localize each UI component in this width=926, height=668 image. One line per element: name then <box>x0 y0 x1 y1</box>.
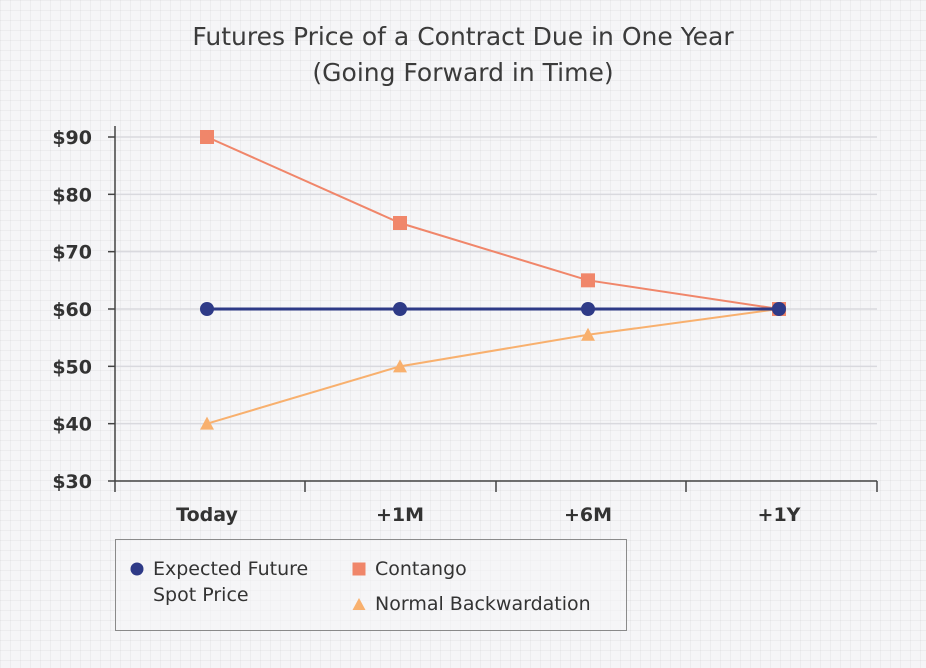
y-tick-label: $40 <box>52 414 92 436</box>
data-point-circle <box>772 302 786 316</box>
y-tick-label: $70 <box>52 242 92 264</box>
axes <box>114 126 877 482</box>
data-point-circle <box>200 302 214 316</box>
series-line <box>206 308 780 425</box>
x-tick-label: +6M <box>564 504 612 526</box>
data-point-square <box>200 130 214 144</box>
y-tick-label: $80 <box>52 184 92 206</box>
legend: Expected Future Spot Price Contango Norm… <box>115 539 627 631</box>
y-tick-label: $60 <box>52 299 92 321</box>
legend-square-icon <box>352 562 366 576</box>
legend-label-normal-backwardation: Normal Backwardation <box>375 593 591 615</box>
y-tick-label: $30 <box>52 471 92 493</box>
x-axis-ticks: Today +1M +6M +1Y <box>114 481 878 526</box>
data-point-square <box>393 216 407 230</box>
data-point-circle <box>581 302 595 316</box>
x-tick-label: +1Y <box>758 504 801 526</box>
x-tick-label: +1M <box>376 504 424 526</box>
series-square <box>200 130 786 316</box>
series-triangle <box>200 302 786 430</box>
y-axis-ticks: $30 $40 $50 $60 $70 $80 $90 <box>52 127 115 493</box>
chart-subtitle: (Going Forward in Time) <box>312 58 614 87</box>
legend-label-expected-spot: Expected Future Spot Price <box>153 558 309 606</box>
data-point-triangle <box>200 416 214 430</box>
series-line <box>206 136 780 310</box>
series-circle <box>200 302 786 316</box>
data-point-triangle <box>581 327 595 341</box>
grid-lines <box>115 136 877 425</box>
chart-title: Futures Price of a Contract Due in One Y… <box>192 22 734 51</box>
x-tick-label: Today <box>176 504 238 526</box>
y-tick-label: $50 <box>52 356 92 378</box>
series-group <box>200 130 786 430</box>
legend-circle-icon <box>130 562 144 576</box>
legend-triangle-icon <box>352 598 366 610</box>
y-tick-label: $90 <box>52 127 92 149</box>
data-point-circle <box>393 302 407 316</box>
legend-label-contango: Contango <box>375 558 467 580</box>
data-point-square <box>581 273 595 288</box>
data-point-triangle <box>393 359 407 373</box>
